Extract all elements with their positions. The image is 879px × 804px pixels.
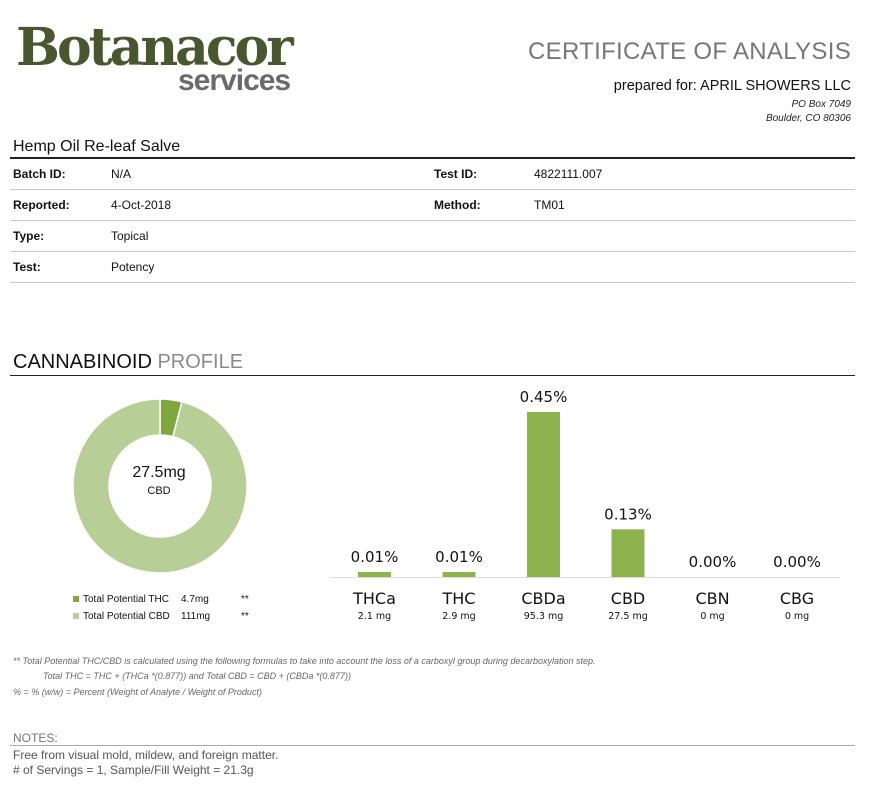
x-tick-label: CBG xyxy=(780,589,814,608)
legend-value-cbd: 111mg xyxy=(181,611,211,622)
legend-item-thc: Total Potential THC xyxy=(73,594,169,605)
footnote-1: ** Total Potential THC/CBD is calculated… xyxy=(13,656,596,666)
section-title-dark: CANNABINOID xyxy=(13,351,152,373)
divider xyxy=(10,157,855,159)
type-label: Type: xyxy=(13,229,45,243)
method-label: Method: xyxy=(434,198,481,212)
x-tick-label: THC xyxy=(442,589,476,608)
bar-mg-label: 0 mg xyxy=(700,611,724,622)
divider xyxy=(10,745,855,746)
method-value: TM01 xyxy=(534,198,565,212)
x-tick-label: CBD xyxy=(611,589,645,608)
botanacor-logo: Botanacor xyxy=(16,17,294,78)
legend-item-cbd: Total Potential CBD xyxy=(73,611,170,622)
x-tick-label: CBDa xyxy=(521,589,565,608)
bar-value-label: 0.01% xyxy=(435,548,483,566)
certificate-title: CERTIFICATE OF ANALYSIS xyxy=(528,38,851,65)
address-line-2: Boulder, CO 80306 xyxy=(765,113,851,124)
batch-id-label: Batch ID: xyxy=(13,167,66,181)
section-title-light: PROFILE xyxy=(157,351,244,373)
prepared-for: prepared for: APRIL SHOWERS LLC xyxy=(613,78,851,94)
bar-cbd xyxy=(611,529,645,577)
donut-center-label: CBD xyxy=(147,485,171,497)
legend-value-thc: 4.7mg xyxy=(181,594,209,605)
bar-mg-label: 0 mg xyxy=(785,611,809,622)
bar-cbda xyxy=(527,412,560,577)
bar-mg-label: 95.3 mg xyxy=(524,611,563,622)
bar-mg-label: 2.1 mg xyxy=(358,611,391,622)
footnote-3: % = % (w/w) = Percent (Weight of Analyte… xyxy=(13,687,262,697)
legend-swatch xyxy=(73,613,79,620)
bar-thca xyxy=(358,572,391,577)
test-id-label: Test ID: xyxy=(434,167,478,181)
x-tick-label: CBN xyxy=(695,589,729,608)
legend-label: Total Potential THC xyxy=(83,594,169,605)
product-name: Hemp Oil Re-leaf Salve xyxy=(13,138,181,155)
bar-value-label: 0.00% xyxy=(773,553,821,571)
type-value: Topical xyxy=(111,229,149,243)
bar-mg-label: 27.5 mg xyxy=(608,611,647,622)
footnote-2: Total THC = THC + (THCa *(0.877)) and To… xyxy=(43,671,351,681)
divider xyxy=(10,375,855,376)
legend-swatch xyxy=(73,596,79,603)
test-id-value: 4822111.007 xyxy=(534,167,603,181)
legend-mark-thc: ** xyxy=(241,594,249,605)
divider xyxy=(10,251,855,252)
test-value: Potency xyxy=(111,260,155,274)
reported-value: 4-Oct-2018 xyxy=(111,198,172,212)
bar-mg-label: 2.9 mg xyxy=(442,611,475,622)
bar-thc xyxy=(442,572,476,577)
divider xyxy=(10,189,855,190)
bar-value-label: 0.00% xyxy=(689,553,737,571)
divider xyxy=(10,220,855,221)
bar-value-label: 0.45% xyxy=(520,388,568,406)
batch-id-value: N/A xyxy=(111,167,132,181)
reported-label: Reported: xyxy=(13,198,70,212)
botanacor-logo-sub: services xyxy=(178,64,291,97)
donut-slice-total-potential-cbd xyxy=(72,398,248,574)
test-label: Test: xyxy=(13,260,41,274)
legend-mark-cbd: ** xyxy=(241,611,249,622)
bar-value-label: 0.13% xyxy=(604,505,652,523)
legend-label: Total Potential CBD xyxy=(83,611,170,622)
section-title: CANNABINOID PROFILE xyxy=(13,351,243,374)
notes-title: NOTES: xyxy=(13,731,58,745)
notes-line-1: Free from visual mold, mildew, and forei… xyxy=(13,748,279,762)
bar-chart: 0.01% THCa 2.1 mg 0.01% THC 2.9 mg 0.45% CBDa 95… xyxy=(330,388,840,622)
donut-chart xyxy=(72,398,248,574)
address-line-1: PO Box 7049 xyxy=(791,99,851,110)
notes-line-2: # of Servings = 1, Sample/Fill Weight = … xyxy=(13,763,254,777)
bar-value-label: 0.01% xyxy=(351,548,399,566)
divider xyxy=(10,282,855,283)
x-tick-label: THCa xyxy=(352,589,396,608)
donut-center-value: 27.5mg xyxy=(132,464,186,481)
